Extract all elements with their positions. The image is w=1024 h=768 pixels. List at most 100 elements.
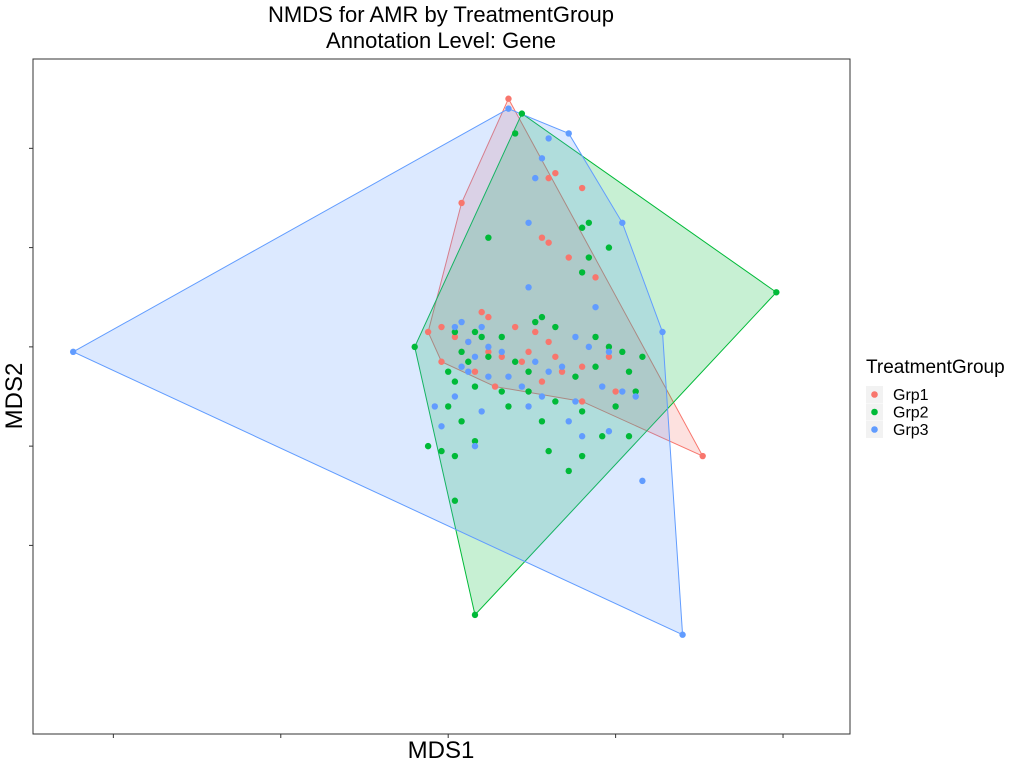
- point-grp1-27: [471, 368, 479, 375]
- point-grp1-11: [545, 239, 552, 246]
- point-grp2-9: [605, 244, 613, 251]
- point-grp3-33: [632, 393, 639, 400]
- point-grp3-27: [505, 373, 512, 380]
- point-grp3-23: [585, 343, 593, 351]
- point-grp3-17: [471, 353, 479, 360]
- point-grp1-30: [538, 378, 546, 385]
- point-grp3-22: [572, 333, 579, 341]
- point-grp3-5: [679, 631, 686, 638]
- point-grp1-15: [485, 313, 492, 321]
- point-grp1-28: [485, 348, 492, 356]
- point-grp2-2: [471, 611, 479, 619]
- point-grp1-2: [578, 398, 586, 405]
- point-grp1-12: [565, 254, 572, 261]
- point-grp3-44: [458, 363, 465, 370]
- y-axis-label: MDS2: [1, 363, 28, 430]
- point-grp3-42: [471, 442, 479, 450]
- point-grp2-4: [511, 130, 519, 137]
- legend-label-grp2: Grp2: [893, 405, 929, 422]
- point-grp3-2: [565, 130, 572, 137]
- point-grp3-21: [558, 363, 566, 370]
- point-grp3-34: [431, 403, 439, 410]
- point-grp2-24: [605, 343, 613, 351]
- legend-label-grp3: Grp3: [893, 422, 929, 439]
- legend-title: TreatmentGroup: [866, 357, 1005, 378]
- point-grp3-14: [478, 323, 485, 331]
- point-grp3-7: [538, 155, 546, 162]
- point-grp2-37: [458, 418, 465, 425]
- point-grp3-20: [545, 368, 552, 375]
- point-grp3-15: [465, 338, 472, 346]
- point-grp2-39: [505, 403, 512, 410]
- point-grp2-15: [538, 313, 546, 321]
- point-grp2-41: [578, 408, 586, 415]
- point-grp3-19: [532, 358, 539, 365]
- chart-subtitle: Annotation Level: Gene: [326, 28, 556, 53]
- point-grp3-12: [451, 323, 459, 331]
- point-grp3-30: [572, 398, 579, 405]
- point-grp2-3: [411, 343, 418, 351]
- point-grp3-9: [525, 219, 532, 226]
- point-grp2-11: [532, 318, 539, 326]
- legend-dot-grp3: [871, 426, 878, 433]
- point-grp2-45: [438, 447, 445, 455]
- point-grp2-33: [592, 363, 599, 370]
- point-grp1-6: [458, 199, 465, 207]
- point-grp1-32: [605, 353, 613, 360]
- point-grp1-4: [438, 358, 445, 365]
- point-grp3-8: [532, 174, 539, 182]
- point-grp1-9: [545, 174, 552, 182]
- point-grp3-35: [451, 393, 459, 400]
- point-grp2-52: [625, 433, 633, 440]
- point-grp2-17: [498, 333, 505, 341]
- point-grp2-25: [619, 348, 626, 356]
- point-grp3-40: [605, 428, 613, 435]
- point-grp2-44: [424, 442, 432, 450]
- point-grp1-0: [505, 95, 512, 102]
- point-grp1-3: [491, 383, 499, 390]
- legend-dot-grp2: [871, 408, 878, 416]
- point-grp2-38: [471, 437, 479, 445]
- point-grp2-20: [485, 353, 492, 360]
- point-grp3-41: [438, 423, 445, 430]
- point-grp2-1: [773, 289, 780, 296]
- tick-layer: [29, 147, 784, 738]
- point-grp3-29: [538, 393, 546, 400]
- chart-title: NMDS for AMR by TreatmentGroup: [268, 2, 614, 27]
- point-grp2-40: [538, 418, 546, 425]
- point-grp2-13: [471, 328, 479, 336]
- point-grp2-49: [565, 467, 572, 475]
- point-grp1-18: [545, 338, 552, 346]
- point-grp3-36: [478, 408, 485, 415]
- point-grp2-50: [451, 497, 459, 504]
- point-grp3-39: [578, 433, 586, 440]
- point-grp1-1: [699, 452, 706, 460]
- point-grp2-0: [518, 110, 526, 117]
- point-grp3-0: [69, 348, 77, 356]
- point-grp2-30: [525, 388, 532, 395]
- point-grp2-18: [458, 348, 465, 356]
- point-grp1-23: [525, 348, 532, 356]
- point-grp1-25: [578, 363, 586, 370]
- point-grp3-3: [619, 219, 626, 226]
- point-grp1-26: [612, 388, 619, 395]
- point-grp3-11: [592, 303, 599, 311]
- point-grp3-13: [458, 318, 465, 326]
- point-grp2-48: [599, 433, 606, 440]
- point-grp2-7: [485, 234, 492, 241]
- point-grp3-38: [565, 418, 572, 425]
- point-grp3-37: [525, 403, 532, 410]
- point-grp3-16: [485, 343, 492, 351]
- point-grp1-10: [538, 234, 546, 241]
- point-grp3-1: [505, 105, 512, 112]
- point-grp2-47: [545, 447, 552, 455]
- point-grp2-35: [639, 353, 646, 360]
- point-grp2-16: [552, 323, 559, 331]
- point-grp3-24: [605, 348, 613, 356]
- point-grp1-13: [592, 274, 599, 281]
- point-grp3-43: [639, 477, 646, 485]
- point-grp3-18: [498, 348, 505, 356]
- point-layer: [69, 95, 780, 638]
- point-grp1-16: [511, 323, 519, 331]
- point-grp2-26: [444, 368, 452, 375]
